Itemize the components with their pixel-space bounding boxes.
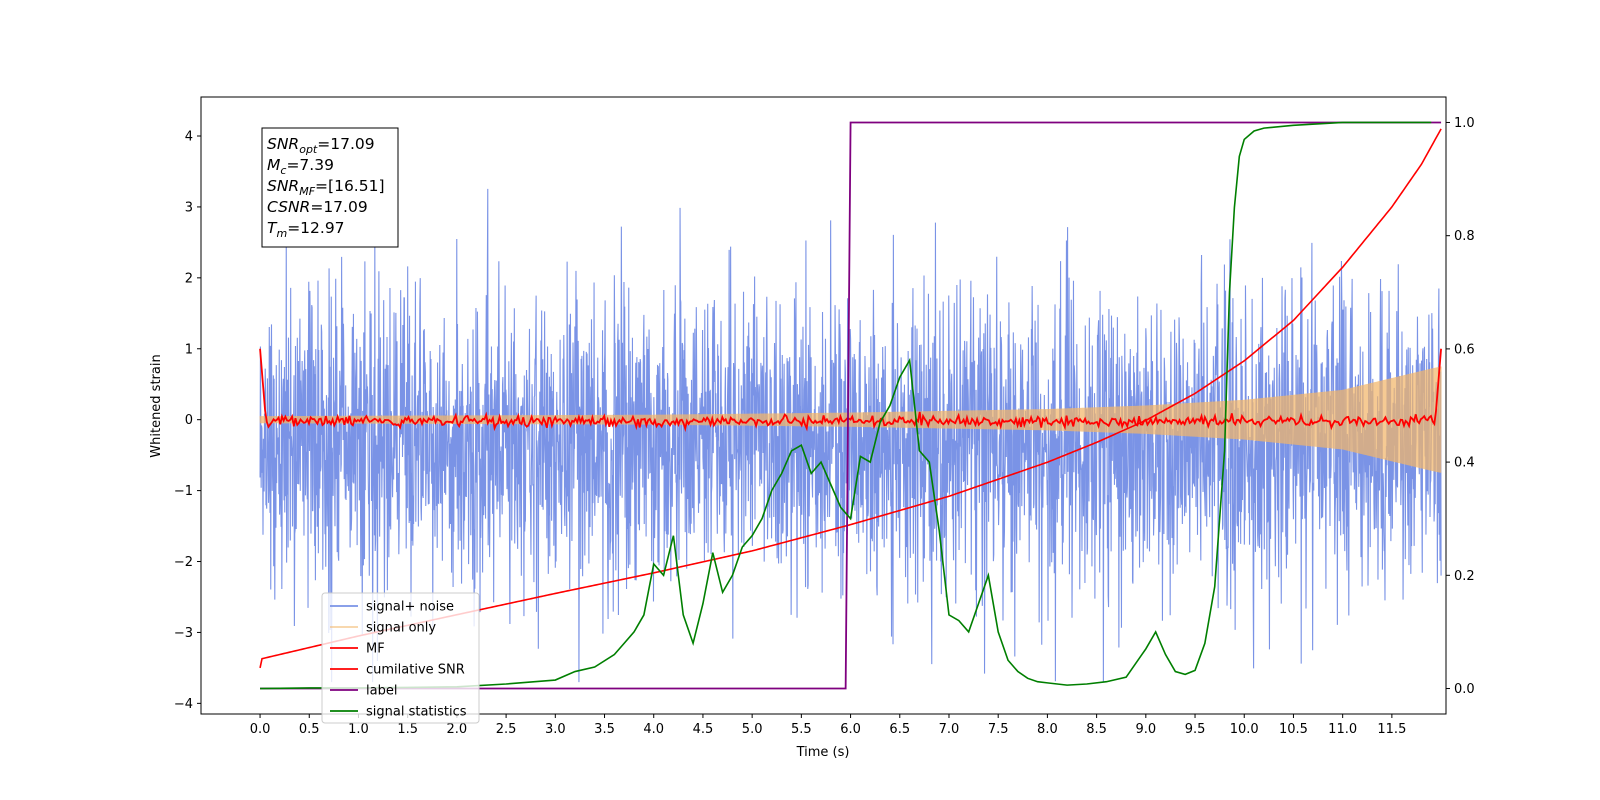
x-tick-label: 5.5 (791, 722, 812, 737)
legend-label: cumilative SNR (366, 663, 465, 678)
x-tick-label: 3.5 (594, 722, 615, 737)
annotation-subscript: m (276, 227, 287, 240)
x-tick-label: 11.5 (1377, 722, 1406, 737)
x-tick-label: 9.0 (1135, 722, 1156, 737)
annotation-subscript: MF (299, 185, 315, 198)
y-tick-label: −2 (174, 555, 193, 570)
x-tick-label: 2.0 (447, 722, 468, 737)
y2-axis: 0.0 0.2 0.4 0.6 0.8 1.0 (1446, 116, 1475, 697)
x-tick-label: 7.0 (939, 722, 960, 737)
x-tick-label: 11.0 (1328, 722, 1357, 737)
annotation-subscript: c (280, 164, 286, 177)
annotation-line: CSNR=17.09 (267, 198, 368, 216)
plot-frame (200, 96, 1447, 715)
annotation-subscript: opt (299, 143, 318, 156)
x-tick-label: 6.5 (889, 722, 910, 737)
annotation-value: =7.39 (286, 156, 334, 174)
annotation-value: =17.09 (317, 135, 374, 153)
annotation-symbol: M (267, 156, 280, 174)
y-tick-label: 3 (185, 200, 193, 215)
annotation-line: SNRopt=17.09 (267, 135, 375, 156)
y-tick-label: 1 (185, 342, 193, 357)
series-signal-statistics-line (260, 121, 1432, 690)
annotation-symbol: SNR (267, 177, 299, 195)
y-tick-label: −3 (174, 626, 193, 641)
y2-tick-label: 0.6 (1454, 342, 1475, 357)
x-tick-label: 1.5 (397, 722, 418, 737)
x-tick-label: 0.0 (250, 722, 271, 737)
legend-frame (321, 592, 480, 724)
annotation-value: =17.09 (310, 198, 367, 216)
x-tick-label: 8.5 (1086, 722, 1107, 737)
x-tick-label: 4.5 (693, 722, 714, 737)
y2-tick-label: 0.0 (1454, 682, 1475, 697)
annotation-box: SNRopt=17.09Mc=7.39SNRMF=[16.51]CSNR=17.… (261, 127, 399, 248)
y-axis: −4 −3 −2 −1 0 1 2 3 4 (174, 130, 201, 712)
legend-label: label (366, 684, 397, 699)
annotation-line: SNRMF=[16.51] (267, 177, 385, 198)
y2-tick-label: 1.0 (1454, 116, 1475, 131)
x-tick-label: 0.5 (299, 722, 320, 737)
y-tick-label: 2 (185, 271, 193, 286)
x-tick-label: 10.5 (1279, 722, 1308, 737)
x-tick-label: 2.5 (496, 722, 517, 737)
x-axis: 0.0 0.5 1.0 1.5 2.0 2.5 3.0 3.5 4.0 4.5 5.0 5.5 6.0 6… (250, 714, 1406, 737)
series-signal-noise-line (259, 188, 1442, 683)
x-tick-label: 4.0 (643, 722, 664, 737)
y-tick-label: 0 (185, 413, 193, 428)
annotation-line: Mc=7.39 (267, 156, 334, 177)
y2-tick-label: 0.4 (1454, 456, 1475, 471)
legend: signal+ noise signal only MF cumilative SNR… (321, 592, 480, 724)
series-label-line (260, 121, 1442, 690)
x-tick-label: 6.0 (840, 722, 861, 737)
annotation-symbol: CSNR (267, 198, 310, 216)
annotation-line: Tm=12.97 (267, 219, 345, 240)
x-tick-label: 5.0 (742, 722, 763, 737)
annotation-symbol: SNR (267, 135, 299, 153)
x-tick-label: 7.5 (988, 722, 1009, 737)
x-axis-label: Time (s) (796, 745, 850, 760)
y2-tick-label: 0.8 (1454, 229, 1475, 244)
legend-label: signal statistics (366, 705, 467, 720)
x-tick-label: 10.0 (1230, 722, 1259, 737)
y-tick-label: −4 (174, 697, 193, 712)
y-tick-label: −1 (174, 484, 193, 499)
x-tick-label: 9.5 (1185, 722, 1206, 737)
series-mf-line (259, 348, 1442, 433)
legend-label: signal only (366, 621, 436, 636)
legend-label: MF (366, 642, 385, 657)
annotation-value: =12.97 (287, 219, 344, 237)
annotation-value: =[16.51] (315, 177, 384, 195)
annotation-frame (261, 127, 399, 248)
legend-label: signal+ noise (366, 600, 454, 615)
x-tick-label: 1.0 (348, 722, 369, 737)
x-tick-label: 8.0 (1037, 722, 1058, 737)
y-axis-label: Whitened strain (149, 354, 164, 457)
annotation-symbol: T (267, 219, 278, 237)
x-tick-label: 3.0 (545, 722, 566, 737)
y2-tick-label: 0.2 (1454, 569, 1475, 584)
y-tick-label: 4 (185, 130, 193, 145)
